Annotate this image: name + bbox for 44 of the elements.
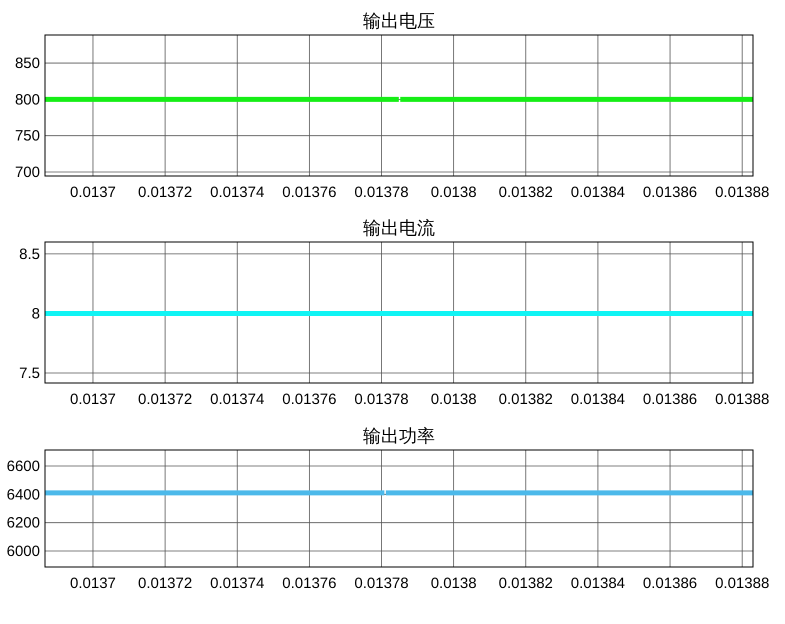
x-tick-label: 0.01388 (715, 391, 770, 408)
x-tick-label: 0.01374 (210, 184, 264, 201)
y-tick-label: 700 (14, 164, 40, 182)
y-tick-label: 6000 (6, 542, 40, 560)
x-tick-label: 0.01372 (138, 184, 192, 201)
x-tick-label: 0.01382 (498, 184, 553, 201)
y-tick-label: 750 (14, 128, 40, 145)
x-tick-label: 0.01376 (282, 575, 336, 592)
x-tick-label: 0.0138 (430, 184, 477, 201)
y-tick-label: 6200 (6, 514, 40, 532)
x-tick-label: 0.01378 (354, 391, 409, 408)
x-tick-label: 0.01374 (210, 391, 264, 408)
y-tick-label: 6400 (6, 486, 40, 504)
x-tick-label: 0.0138 (430, 391, 477, 408)
x-tick-label: 0.01388 (715, 184, 770, 201)
chart-title: 输出功率 (363, 426, 435, 446)
x-tick-label: 0.01378 (354, 184, 409, 201)
x-tick-label: 0.01382 (498, 391, 553, 408)
x-tick-label: 0.01388 (715, 575, 770, 592)
x-tick-label: 0.01386 (642, 184, 698, 201)
x-tick-label: 0.01374 (210, 575, 264, 592)
chart-title: 输出电压 (363, 11, 435, 31)
x-tick-label: 0.01386 (642, 391, 698, 408)
x-tick-label: 0.01372 (138, 575, 192, 592)
y-tick-label: 7.5 (19, 364, 40, 382)
chart-title: 输出电流 (363, 218, 435, 238)
x-tick-label: 0.01382 (498, 575, 553, 592)
y-tick-label: 800 (14, 91, 40, 108)
y-tick-label: 6600 (6, 458, 40, 476)
x-tick-label: 0.0137 (70, 391, 116, 408)
y-tick-label: 850 (14, 55, 40, 72)
x-tick-label: 0.01384 (570, 184, 626, 201)
x-tick-label: 0.01384 (570, 575, 626, 592)
y-tick-label: 8 (32, 305, 40, 322)
x-tick-label: 0.01376 (282, 184, 336, 201)
x-tick-label: 0.01378 (354, 575, 409, 592)
x-tick-label: 0.0137 (70, 575, 116, 592)
x-tick-label: 0.01376 (282, 391, 336, 408)
x-tick-label: 0.0138 (430, 575, 477, 592)
x-tick-label: 0.01372 (138, 391, 192, 408)
x-tick-label: 0.0137 (70, 184, 116, 201)
y-tick-label: 8.5 (19, 246, 40, 263)
x-tick-label: 0.01384 (570, 391, 626, 408)
x-tick-label: 0.01386 (642, 575, 698, 592)
